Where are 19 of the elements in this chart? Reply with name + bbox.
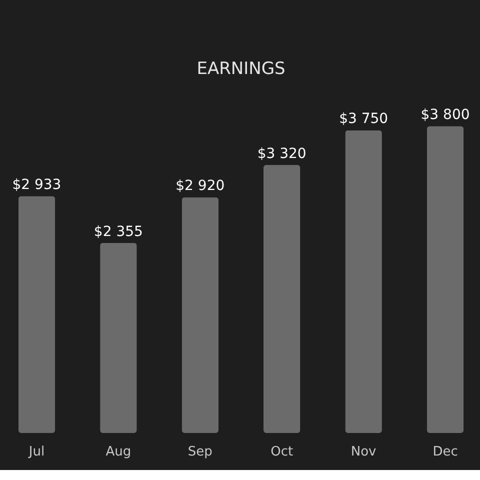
data-label: $2 933 [12,177,62,194]
bar [100,242,137,433]
bar [182,197,219,433]
chart-title: EARNINGS [196,59,286,80]
bar [426,126,464,433]
bar [18,196,56,433]
data-label: $3 800 [420,107,470,124]
data-label: $3 320 [257,146,306,162]
x-tick-label: Oct [270,444,294,460]
x-tick-label: Aug [106,444,132,460]
x-tick-label: Dec [432,444,458,460]
bar [263,164,300,433]
x-tick-label: Sep [188,444,212,460]
data-label: $3 750 [339,111,388,128]
bar [345,130,382,433]
x-tick-label: Jul [28,444,45,460]
x-tick-label: Nov [350,444,377,460]
data-label: $2 920 [176,178,225,194]
data-label: $2 355 [94,224,143,240]
